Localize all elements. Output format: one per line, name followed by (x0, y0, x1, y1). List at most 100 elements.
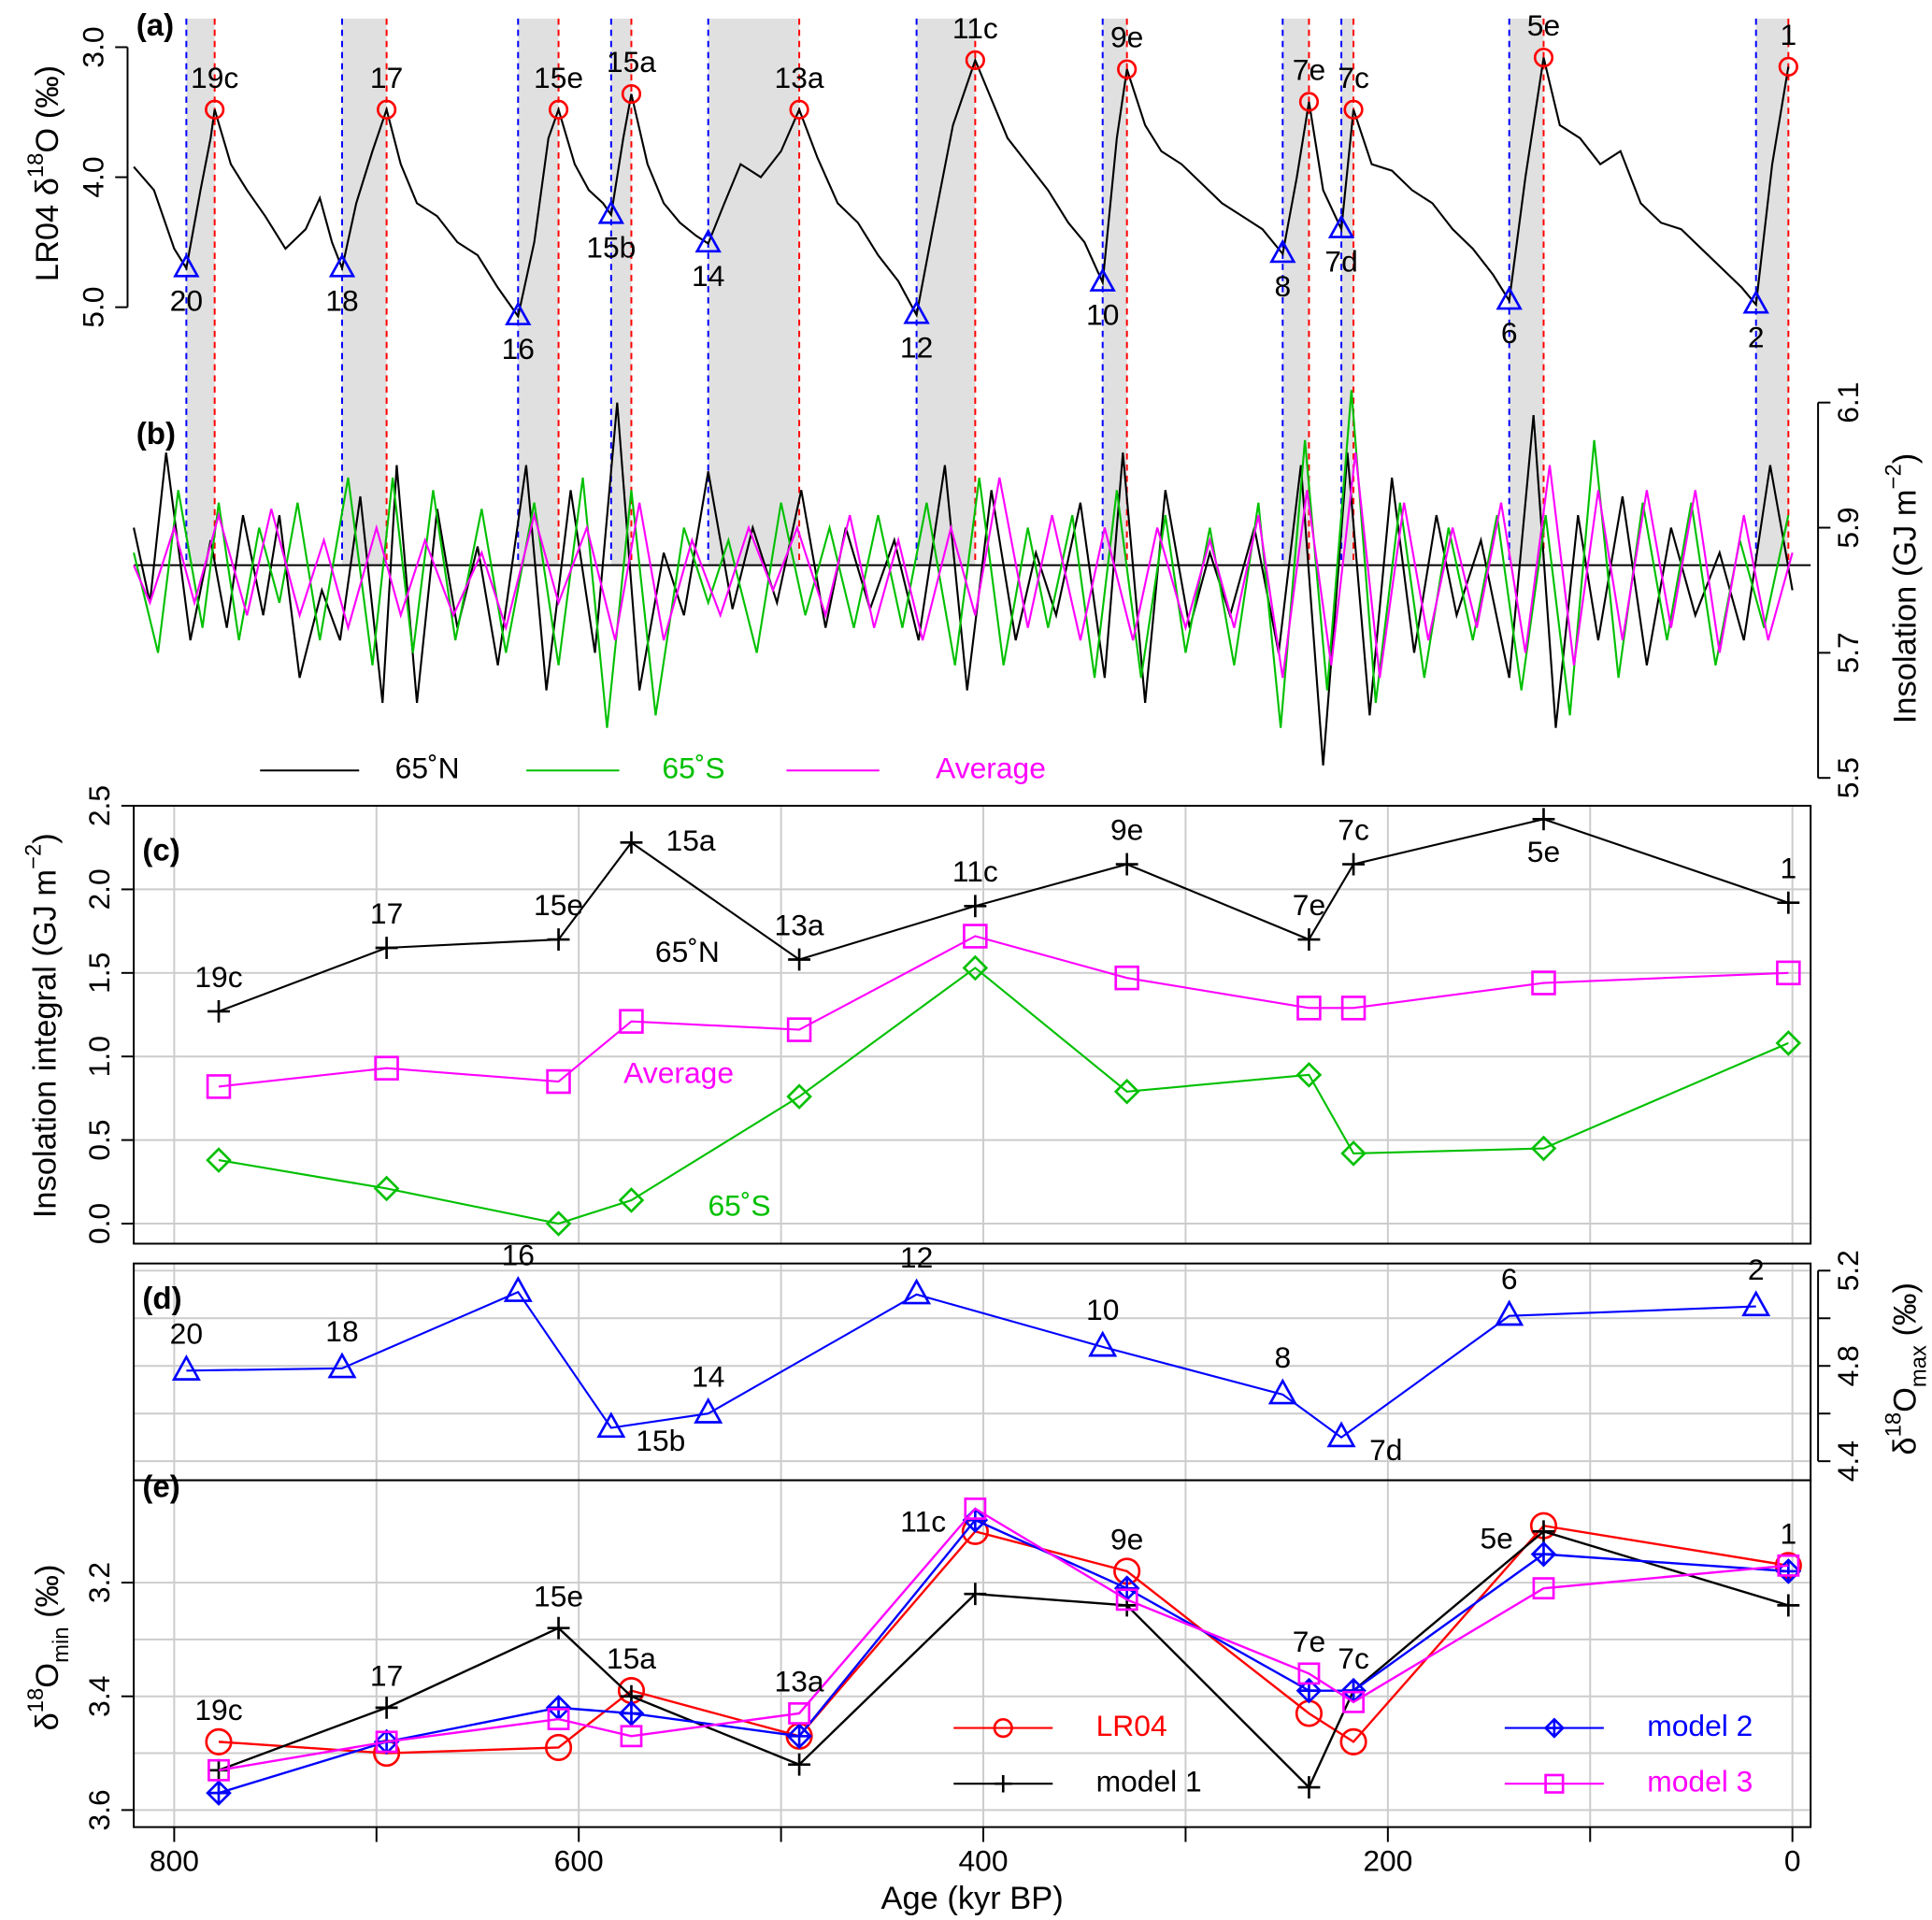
marker-diamond-plus (618, 1700, 645, 1727)
marker-plus (375, 937, 398, 959)
marker-square (964, 1497, 987, 1520)
marker-square (620, 1725, 643, 1748)
axis-label-part: O (1888, 1387, 1924, 1412)
point-label: 15e (534, 1579, 583, 1612)
marker-triangle (503, 1275, 533, 1302)
marker-triangle (327, 1352, 357, 1379)
marker-plus (1115, 853, 1138, 876)
marker-plus (788, 948, 811, 971)
marker-square (1544, 1773, 1565, 1794)
point-label: 7c (1338, 1641, 1369, 1675)
marker-diamond (1530, 1135, 1557, 1162)
marker-triangle (1089, 267, 1116, 292)
axis-label-part: ) (1888, 453, 1924, 464)
series-line (218, 1507, 1789, 1771)
marker-plus (1297, 1776, 1321, 1798)
marker-square (1776, 960, 1801, 986)
point-label: 12 (900, 1240, 933, 1274)
marker-triangle (171, 1354, 201, 1381)
marker-circle (993, 1717, 1013, 1739)
axis-label-part: (‰) (30, 1565, 65, 1627)
marker-plus (1297, 928, 1321, 951)
point-label: 17 (370, 896, 403, 930)
marker-square (374, 1055, 399, 1081)
panel-label: (a) (136, 8, 174, 43)
axis-label-part: 18 (1881, 1412, 1906, 1438)
marker-circle (1343, 99, 1364, 120)
marker-circle (377, 99, 397, 120)
marker-square (963, 924, 988, 949)
marker-square (1531, 970, 1556, 996)
marker-triangle (597, 200, 625, 224)
marker-plus (375, 1696, 398, 1719)
axis-label-part: ) (27, 833, 63, 843)
peak-label: 11c (952, 11, 998, 45)
trough-label: 14 (692, 259, 724, 293)
point-label: 10 (1086, 1293, 1119, 1326)
marker-square (788, 1702, 811, 1725)
point-label: 18 (325, 1314, 358, 1348)
marker-square (1342, 1690, 1365, 1713)
series-label: 65˚N (655, 935, 720, 968)
marker-circle (544, 1733, 573, 1762)
y-tick-label: 3.4 (82, 1676, 116, 1717)
marker-square (1114, 965, 1139, 991)
marker-plus (964, 895, 987, 918)
marker-diamond (962, 954, 989, 981)
axis-label-part: LR04 δ (30, 178, 65, 281)
panel-label: (b) (136, 417, 176, 451)
marker-triangle (1088, 1330, 1118, 1357)
marker-triangle (173, 253, 200, 278)
marker-diamond-plus (1775, 1558, 1802, 1584)
axis-label: δ18Omax (‰) (1881, 1282, 1931, 1455)
peak-label: 7e (1293, 52, 1325, 86)
axis-label-part: −2 (21, 844, 46, 869)
marker-triangle (1267, 1378, 1297, 1405)
marker-circle (1339, 1727, 1367, 1755)
marker-diamond-plus (786, 1723, 812, 1750)
x-tick-label: 0 (1784, 1843, 1801, 1877)
y-tick-label: 5.0 (76, 287, 109, 328)
y-tick-label: 1.5 (82, 953, 116, 994)
point-label: 15a (607, 1641, 656, 1675)
point-label: 1 (1781, 852, 1797, 885)
marker-diamond (1340, 1140, 1367, 1167)
marker-circle (205, 1727, 233, 1755)
peak-label: 1 (1781, 18, 1797, 51)
insolation-line (133, 452, 1794, 679)
point-label: 13a (775, 908, 824, 941)
peak-label: 17 (370, 61, 403, 94)
axis-label-part: O (‰) (30, 65, 65, 153)
marker-plus (994, 1774, 1012, 1793)
x-tick-label: 200 (1363, 1843, 1412, 1877)
series-label: 65˚S (708, 1188, 770, 1222)
marker-plus (1777, 1594, 1800, 1617)
y-tick-label: 2.5 (82, 785, 116, 826)
peak-label: 9e (1110, 21, 1143, 54)
series-line (186, 1290, 1756, 1440)
series-line (218, 935, 1789, 1088)
interglacial-shading (342, 18, 387, 566)
axis-label: Insolation integral (GJ m−2) (21, 833, 63, 1218)
marker-triangle (694, 1397, 723, 1424)
marker-circle (205, 99, 225, 120)
marker-plus (1342, 853, 1365, 876)
insolation-line (133, 390, 1790, 728)
point-label: 13a (775, 1665, 824, 1698)
point-label: 15b (636, 1424, 685, 1457)
peak-label: 5e (1527, 8, 1560, 42)
marker-triangle (694, 228, 722, 253)
marker-triangle (1496, 285, 1523, 310)
point-label: 9e (1110, 813, 1143, 847)
y-tick-label: 0.0 (82, 1203, 116, 1244)
series-label: Average (623, 1056, 734, 1090)
marker-square (1532, 1577, 1555, 1600)
point-label: 7e (1293, 1625, 1325, 1658)
trough-label: 18 (325, 283, 358, 317)
panel-label: (c) (142, 833, 179, 867)
y-tick-label: 5.5 (1831, 757, 1865, 798)
series-line (218, 967, 1789, 1225)
marker-square (786, 1017, 812, 1042)
point-label: 8 (1274, 1340, 1291, 1374)
peak-label: 7c (1338, 61, 1369, 94)
